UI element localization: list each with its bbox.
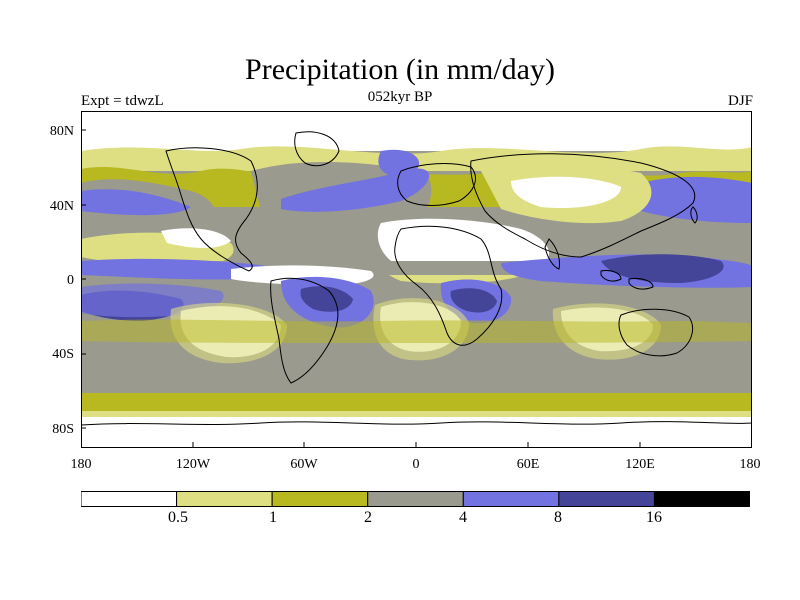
npac-subtrop-white bbox=[161, 228, 231, 248]
colorbar-box-0 bbox=[80, 491, 178, 507]
lon-tick-0: 0 bbox=[412, 457, 420, 472]
colorbar-label-4: 4 bbox=[459, 509, 467, 526]
lat-tick-40s: 40S bbox=[52, 347, 74, 362]
south-olive-belt bbox=[81, 319, 752, 343]
colorbar-box-6 bbox=[653, 491, 751, 507]
so-gray-patches bbox=[81, 380, 752, 393]
natl-blue2 bbox=[378, 149, 420, 177]
colorbar-box-1 bbox=[176, 491, 273, 507]
colorbar bbox=[80, 491, 751, 507]
colorbar-box-2 bbox=[271, 491, 369, 507]
colorbar-label-2: 2 bbox=[364, 509, 372, 526]
colorbar-label-8: 8 bbox=[554, 509, 562, 526]
siberia-white bbox=[511, 176, 621, 209]
colorbar-label-16: 16 bbox=[646, 509, 662, 526]
maritime-dark bbox=[601, 254, 724, 283]
sahara-fringe bbox=[381, 261, 531, 284]
coastlines bbox=[81, 131, 752, 426]
natl-blue bbox=[281, 168, 430, 212]
lat-tick-80n: 80N bbox=[49, 124, 74, 139]
lon-tick-120w: 120W bbox=[175, 457, 211, 472]
lat-tick-80s: 80S bbox=[52, 422, 74, 437]
africa-dark bbox=[450, 288, 497, 313]
sam-dark bbox=[300, 286, 353, 312]
colorbar-box-4 bbox=[462, 491, 560, 507]
colorbar-box-5 bbox=[558, 491, 655, 507]
lon-tick-60w: 60W bbox=[290, 457, 318, 472]
lat-tick-40n: 40N bbox=[49, 199, 74, 214]
lon-tick-60e: 60E bbox=[516, 457, 540, 472]
so-lightyellow bbox=[81, 411, 752, 421]
lon-tick-180e: 180 bbox=[739, 457, 761, 472]
nwpac-blue bbox=[641, 176, 752, 223]
colorbar-label-0.5: 0.5 bbox=[168, 509, 188, 526]
lat-tick-0: 0 bbox=[67, 273, 74, 288]
colorbar-box-3 bbox=[367, 491, 464, 507]
experiment-label: Expt = tdwzL bbox=[81, 93, 164, 109]
lon-tick-180w: 180 bbox=[70, 457, 92, 472]
period-label: 052kyr BP bbox=[367, 89, 433, 105]
sahara-white bbox=[377, 218, 550, 274]
precipitation-map bbox=[81, 111, 752, 448]
npac-blue bbox=[81, 189, 191, 216]
colorbar-label-1: 1 bbox=[269, 509, 277, 526]
band-arctic-white bbox=[81, 111, 752, 151]
itcz-blue bbox=[81, 258, 272, 280]
plot-title: Precipitation (in mm/day) bbox=[245, 53, 555, 86]
season-label: DJF bbox=[727, 93, 753, 109]
lon-tick-120e: 120E bbox=[625, 457, 655, 472]
